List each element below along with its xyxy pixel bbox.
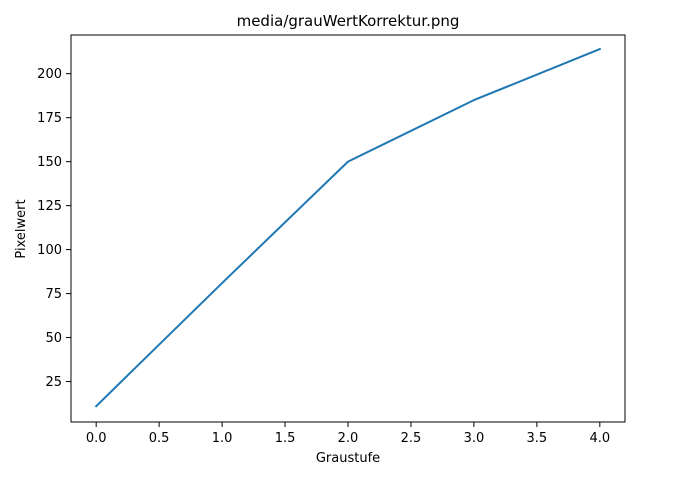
x-axis-ticks: 0.0 0.5 1.0 1.5 2.0 2.5 3.0 3.5 4.0 — [86, 422, 610, 446]
series-line — [94, 47, 602, 408]
x-tick-label: 1.0 — [212, 431, 233, 446]
plot-area: 0.0 0.5 1.0 1.5 2.0 2.5 3.0 3.5 4.0 25 50 75 100 125… — [37, 34, 626, 446]
y-tick-label: 75 — [45, 287, 62, 302]
chart-title: media/grauWertKorrektur.png — [237, 12, 460, 30]
y-tick-label: 125 — [37, 199, 62, 214]
y-tick-label: 175 — [37, 111, 62, 126]
x-tick-label: 2.0 — [338, 431, 359, 446]
series-layer — [94, 47, 602, 408]
y-tick-label: 50 — [45, 331, 62, 346]
x-tick-label: 4.0 — [589, 431, 610, 446]
plot-frame — [70, 34, 626, 423]
y-axis-ticks: 25 50 75 100 125 150 175 200 — [37, 67, 71, 390]
y-tick-label: 25 — [45, 375, 62, 390]
x-tick-label: 1.5 — [275, 431, 296, 446]
x-axis-label: Graustufe — [316, 451, 380, 466]
x-tick-label: 3.0 — [464, 431, 485, 446]
x-tick-label: 0.0 — [86, 431, 107, 446]
y-tick-label: 200 — [37, 67, 62, 82]
y-axis-label: Pixelwert — [14, 199, 29, 258]
x-tick-label: 3.5 — [527, 431, 548, 446]
y-tick-label: 150 — [37, 155, 62, 170]
x-tick-label: 2.5 — [401, 431, 422, 446]
x-tick-label: 0.5 — [149, 431, 170, 446]
y-tick-label: 100 — [37, 243, 62, 258]
